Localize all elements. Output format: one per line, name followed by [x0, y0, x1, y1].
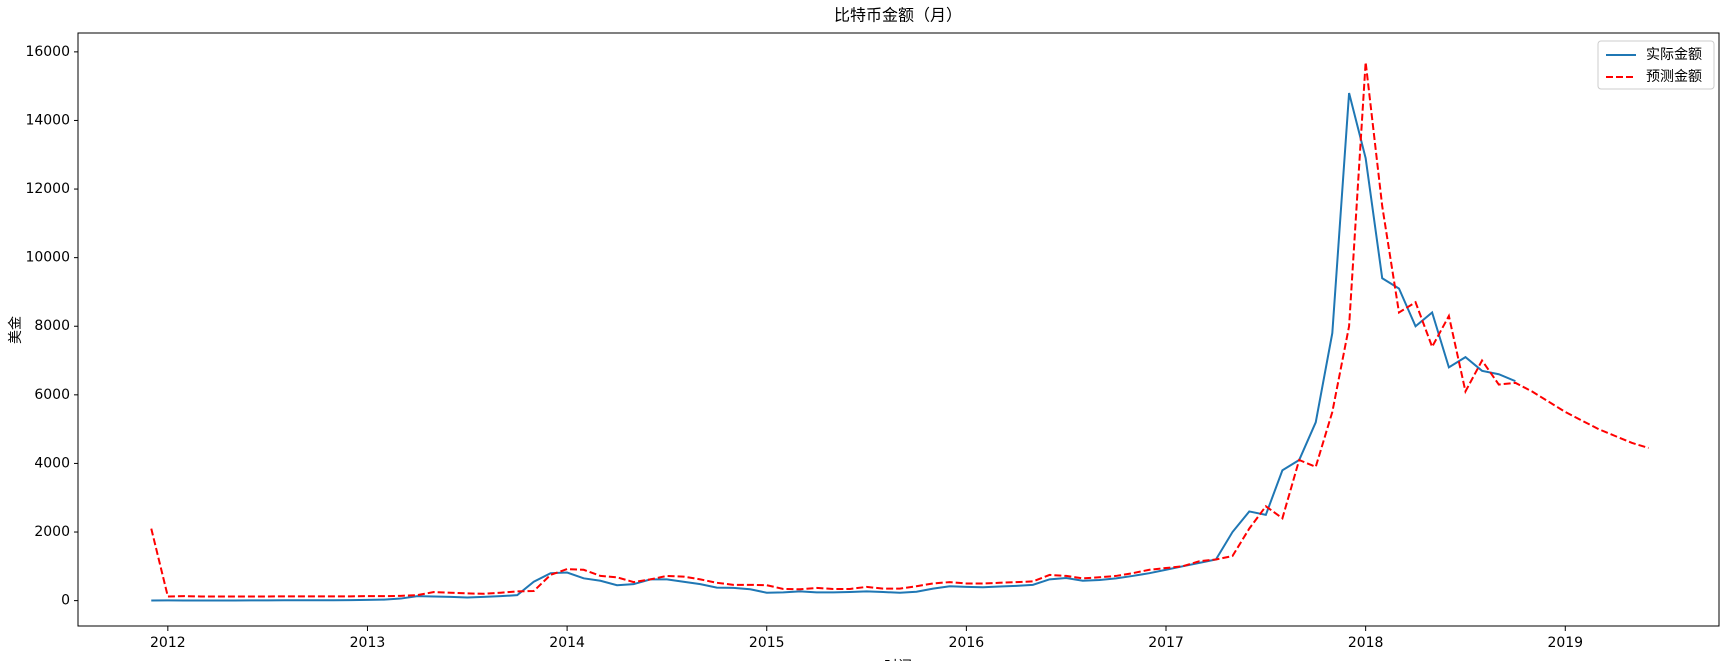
legend-label: 实际金额 [1646, 47, 1702, 63]
plot-frame [77, 32, 1720, 627]
x-tick-label: 2012 [150, 635, 186, 651]
x-tick-label: 2019 [1547, 635, 1583, 651]
legend-label: 预测金额 [1646, 69, 1702, 85]
y-tick-label: 16000 [25, 44, 70, 60]
x-tick-label: 2017 [1148, 635, 1184, 651]
x-tick-label: 2018 [1348, 635, 1384, 651]
y-tick-label: 12000 [25, 181, 70, 197]
y-tick-label: 4000 [34, 455, 70, 471]
y-tick-label: 6000 [34, 387, 70, 403]
y-tick-label: 14000 [25, 112, 70, 128]
series-line [151, 92, 1516, 602]
y-tick-label: 8000 [34, 318, 70, 334]
chart-title: 比特币金额（月） [834, 6, 962, 25]
x-tick-label: 2014 [549, 635, 585, 651]
y-tick-label: 0 [61, 593, 70, 609]
y-axis-label: 美金 [8, 316, 24, 344]
x-tick-label: 2016 [949, 635, 985, 651]
x-axis-label: 时间 [884, 659, 912, 661]
y-tick-label: 2000 [34, 524, 70, 540]
series-line [150, 62, 1649, 598]
x-tick-label: 2013 [350, 635, 386, 651]
y-tick-label: 10000 [25, 250, 70, 266]
x-tick-label: 2015 [749, 635, 785, 651]
